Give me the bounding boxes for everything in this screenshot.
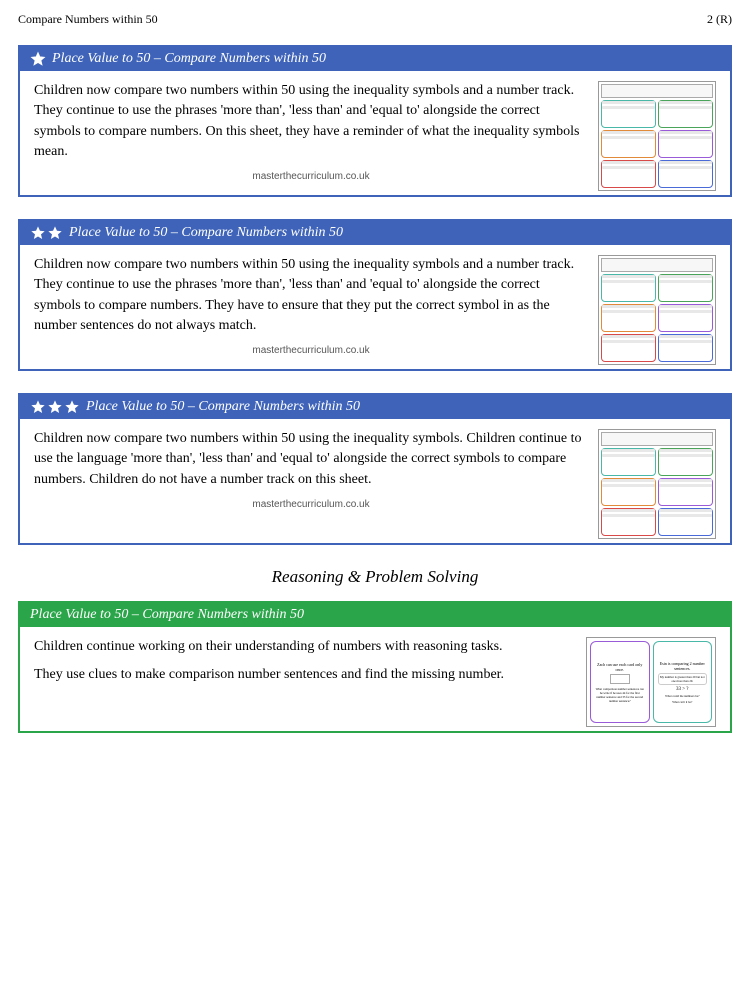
- thumb-panel-right: Esin is comparing 2 number sentences. My…: [653, 641, 713, 723]
- card-title: Place Value to 50 – Compare Numbers with…: [86, 399, 360, 415]
- star-icon: [30, 225, 46, 241]
- page-header: Compare Numbers within 50 2 (R): [18, 12, 732, 27]
- card-header: Place Value to 50 – Compare Numbers with…: [20, 221, 730, 245]
- header-page: 2 (R): [707, 12, 732, 27]
- star-icon: [64, 399, 80, 415]
- worksheet-thumbnail: [598, 255, 716, 365]
- difficulty-card-1: Place Value to 50 – Compare Numbers with…: [18, 45, 732, 197]
- section-heading: Reasoning & Problem Solving: [18, 567, 732, 587]
- worksheet-thumbnail: [598, 81, 716, 191]
- star-icon: [47, 225, 63, 241]
- source-url: masterthecurriculum.co.uk: [34, 344, 588, 359]
- card-header: Place Value to 50 – Compare Numbers with…: [20, 603, 730, 627]
- card-title: Place Value to 50 – Compare Numbers with…: [30, 607, 304, 623]
- thumb-panel-left: Zach can use each card only once. What c…: [590, 641, 650, 723]
- card-description: Children continue working on their under…: [34, 637, 576, 727]
- difficulty-card-2: Place Value to 50 – Compare Numbers with…: [18, 219, 732, 371]
- worksheet-thumbnail: Zach can use each card only once. What c…: [586, 637, 716, 727]
- card-title: Place Value to 50 – Compare Numbers with…: [52, 51, 326, 67]
- star-rating: [30, 399, 80, 415]
- card-description: Children now compare two numbers within …: [34, 429, 588, 539]
- card-description: Children now compare two numbers within …: [34, 255, 588, 365]
- header-title: Compare Numbers within 50: [18, 12, 158, 27]
- card-header: Place Value to 50 – Compare Numbers with…: [20, 395, 730, 419]
- star-rating: [30, 51, 46, 67]
- card-title: Place Value to 50 – Compare Numbers with…: [69, 225, 343, 241]
- difficulty-card-3: Place Value to 50 – Compare Numbers with…: [18, 393, 732, 545]
- star-icon: [30, 399, 46, 415]
- star-icon: [47, 399, 63, 415]
- card-description: Children now compare two numbers within …: [34, 81, 588, 191]
- reasoning-card: Place Value to 50 – Compare Numbers with…: [18, 601, 732, 733]
- star-rating: [30, 225, 63, 241]
- source-url: masterthecurriculum.co.uk: [34, 498, 588, 513]
- card-header: Place Value to 50 – Compare Numbers with…: [20, 47, 730, 71]
- star-icon: [30, 51, 46, 67]
- worksheet-thumbnail: [598, 429, 716, 539]
- source-url: masterthecurriculum.co.uk: [34, 170, 588, 185]
